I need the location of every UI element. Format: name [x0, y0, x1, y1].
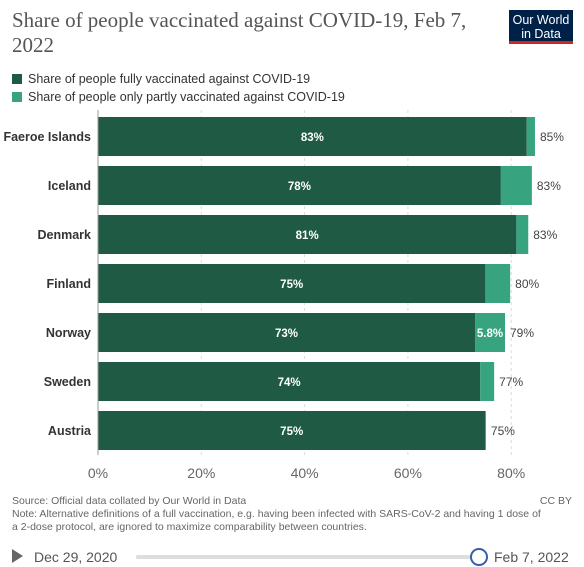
legend: Share of people fully vaccinated against… — [12, 70, 345, 106]
category-label: Finland — [47, 277, 91, 291]
source-text: Source: Official data collated by Our Wo… — [12, 495, 247, 507]
note-text: Note: Alternative definitions of a full … — [12, 508, 541, 533]
bar-value-label: 78% — [288, 181, 311, 193]
bar-fully-vaccinated — [98, 166, 501, 205]
category-label: Iceland — [48, 179, 91, 193]
chart-title: Share of people vaccinated against COVID… — [12, 8, 467, 57]
legend-swatch-full — [12, 74, 22, 84]
bar-total-label: 77% — [499, 375, 523, 389]
logo-accent-bar — [509, 41, 573, 44]
license-link[interactable]: CC BY — [539, 495, 572, 507]
category-label: Austria — [48, 424, 92, 438]
bar-partly-vaccinated — [475, 313, 506, 352]
timeline-start-date[interactable]: Dec 29, 2020 — [34, 549, 118, 565]
bar-value-label: 83% — [301, 132, 324, 144]
timeline: Dec 29, 2020 Feb 7, 2022 — [0, 540, 584, 567]
legend-label-full: Share of people fully vaccinated against… — [28, 72, 311, 86]
timeline-handle[interactable] — [470, 548, 488, 566]
timeline-end-date[interactable]: Feb 7, 2022 — [494, 549, 569, 565]
bar-value-label: 73% — [275, 328, 298, 340]
bar-fully-vaccinated — [98, 215, 517, 254]
legend-label-partial: Share of people only partly vaccinated a… — [28, 90, 345, 104]
category-label: Sweden — [44, 375, 91, 389]
category-label: Faeroe Islands — [3, 130, 91, 144]
legend-item-partial[interactable]: Share of people only partly vaccinated a… — [12, 88, 345, 106]
timeline-track[interactable] — [136, 555, 476, 559]
bar-total-label: 75% — [491, 424, 515, 438]
owid-logo[interactable]: Our World in Data — [509, 10, 573, 44]
bar-partly-vaccinated — [485, 411, 486, 450]
bar-fully-vaccinated — [98, 264, 486, 303]
logo-line-2: in Data — [521, 27, 561, 41]
x-tick-label: 80% — [497, 465, 525, 481]
logo-line-1: Our World — [512, 13, 570, 27]
x-tick-label: 40% — [291, 465, 319, 481]
category-label: Denmark — [38, 228, 92, 242]
x-tick-label: 60% — [394, 465, 422, 481]
bar-partly-vaccinated — [516, 215, 529, 254]
bar-chart: 0% 20% 40% 60% 80% Faeroe Islands 83% 85% Icelan… — [3, 110, 564, 481]
footer-notes: Source: Official data collated by Our Wo… — [12, 495, 542, 534]
bar-value-label: 74% — [278, 377, 301, 389]
legend-swatch-partial — [12, 92, 22, 102]
bar-value-label: 75% — [280, 426, 303, 438]
bar-partly-vaccinated — [485, 264, 511, 303]
bar-total-label: 80% — [515, 277, 539, 291]
x-tick-label: 0% — [88, 465, 108, 481]
bar-partial-value-label: 5.8% — [477, 328, 503, 340]
bar-partly-vaccinated — [500, 166, 532, 205]
play-icon[interactable] — [12, 549, 23, 563]
bar-fully-vaccinated — [98, 362, 481, 401]
bar-partly-vaccinated — [480, 362, 495, 401]
bar-value-label: 75% — [280, 279, 303, 291]
bar-total-label: 85% — [540, 130, 564, 144]
bar-fully-vaccinated — [98, 313, 476, 352]
bar-fully-vaccinated — [98, 117, 527, 156]
bar-value-label: 81% — [296, 230, 319, 242]
bar-fully-vaccinated — [98, 411, 486, 450]
bar-total-label: 83% — [537, 179, 561, 193]
bar-total-label: 83% — [533, 228, 557, 242]
bar-partly-vaccinated — [526, 117, 535, 156]
x-tick-label: 20% — [187, 465, 215, 481]
legend-item-full[interactable]: Share of people fully vaccinated against… — [12, 70, 345, 88]
bar-total-label: 79% — [510, 326, 534, 340]
category-label: Norway — [46, 326, 91, 340]
timeline-track-fill — [136, 555, 476, 559]
